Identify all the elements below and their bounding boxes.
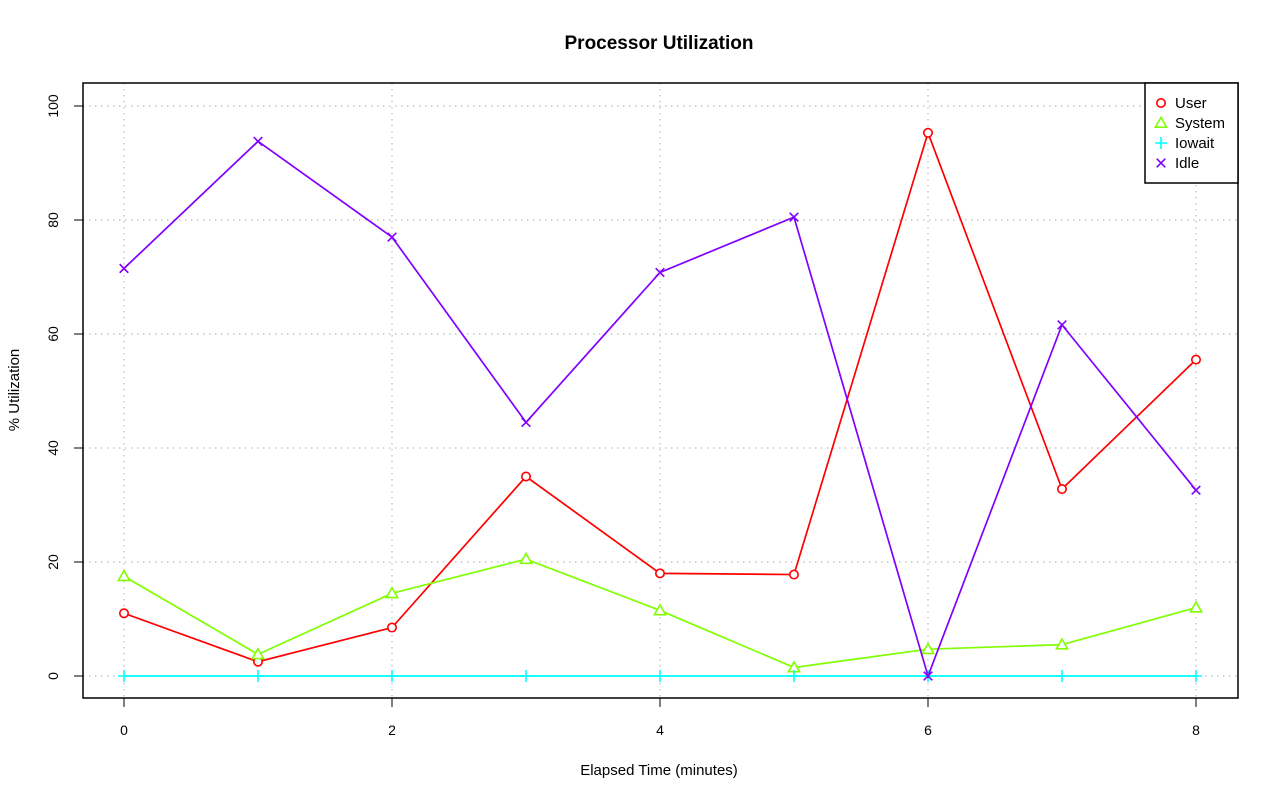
series-system [117, 551, 1203, 673]
x-axis-label: Elapsed Time (minutes) [580, 762, 738, 779]
data-point-iowait [1056, 670, 1068, 682]
data-point-iowait [252, 670, 264, 682]
data-point-user [922, 127, 933, 138]
series-group [117, 127, 1203, 682]
chart-title: Processor Utilization [565, 33, 754, 54]
data-point-system [117, 569, 131, 582]
data-point-idle [387, 232, 397, 242]
data-point-idle [253, 136, 263, 147]
data-point-idle [1191, 485, 1201, 496]
x-tick-label: 6 [924, 722, 932, 738]
legend-marker-system [1154, 115, 1168, 128]
data-point-system [1189, 600, 1203, 613]
data-point-iowait [654, 670, 666, 682]
x-tick-label: 0 [120, 722, 128, 738]
data-point-system [519, 551, 533, 565]
legend-marker-idle [1156, 158, 1166, 168]
data-point-system [653, 603, 667, 616]
y-tick-label: 60 [45, 326, 61, 342]
legend-label-iowait: Iowait [1175, 135, 1215, 152]
data-point-idle [789, 212, 799, 223]
data-point-user [654, 568, 665, 579]
y-tick-label: 80 [45, 212, 61, 228]
legend: User System Iowait Idle [1144, 82, 1239, 184]
data-point-user [1057, 484, 1068, 495]
data-point-iowait [118, 670, 130, 682]
data-point-system [385, 586, 399, 599]
x-tick-label: 2 [388, 722, 396, 738]
series-iowait [118, 670, 1202, 682]
data-point-idle [923, 671, 933, 681]
grid [83, 83, 1238, 698]
data-point-system [921, 641, 935, 655]
x-tick-label: 4 [656, 722, 664, 738]
series-idle [119, 136, 1201, 681]
data-point-user [1191, 354, 1202, 365]
y-tick-label: 40 [45, 440, 61, 456]
data-point-system [251, 647, 265, 660]
legend-marker-iowait [1155, 137, 1167, 149]
y-axis-label: % Utilization [6, 349, 23, 432]
data-point-idle [655, 267, 665, 278]
x-tick-label: 8 [1192, 722, 1200, 738]
data-point-idle [521, 417, 531, 428]
data-point-user [386, 622, 397, 633]
data-point-iowait [520, 670, 532, 682]
data-point-system [1055, 637, 1069, 650]
data-point-user [788, 569, 799, 580]
data-point-idle [119, 263, 129, 274]
legend-label-idle: Idle [1175, 155, 1199, 172]
y-tick-label: 100 [45, 94, 61, 118]
y-tick-label: 20 [45, 554, 61, 570]
legend-marker-user [1156, 98, 1167, 109]
data-point-user [119, 608, 130, 619]
data-point-iowait [386, 670, 398, 682]
data-point-iowait [788, 670, 800, 682]
legend-label-user: User [1175, 95, 1207, 112]
data-point-idle [1057, 320, 1067, 330]
legend-label-system: System [1175, 115, 1225, 132]
data-point-iowait [1190, 670, 1202, 682]
y-tick-label: 0 [45, 672, 61, 680]
data-point-user [520, 471, 531, 482]
